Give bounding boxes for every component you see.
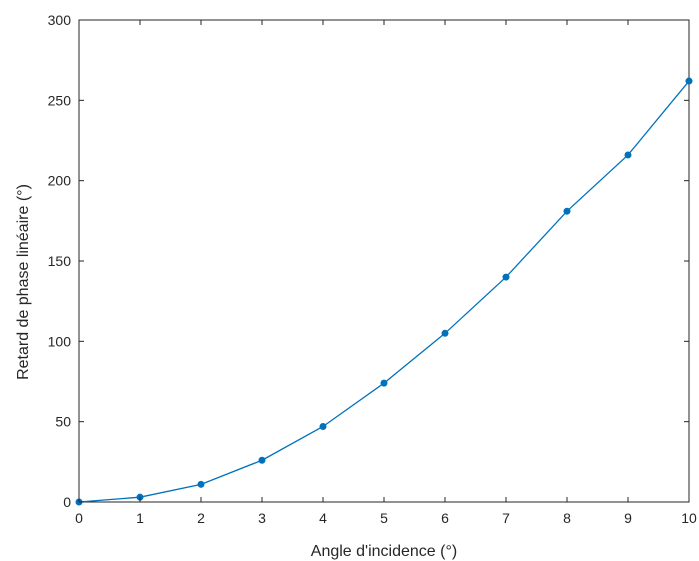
x-tick-label: 3 bbox=[258, 510, 266, 526]
data-point bbox=[380, 379, 388, 387]
x-tick-label: 2 bbox=[197, 510, 205, 526]
data-point bbox=[502, 273, 510, 281]
data-point bbox=[563, 207, 571, 215]
data-point bbox=[197, 480, 205, 488]
x-tick-label: 10 bbox=[681, 510, 697, 526]
y-tick-label: 150 bbox=[48, 253, 72, 269]
x-axis-label: Angle d'incidence (°) bbox=[311, 543, 457, 560]
y-tick-label: 0 bbox=[63, 494, 71, 510]
x-tick-label: 5 bbox=[380, 510, 388, 526]
x-tick-label: 0 bbox=[75, 510, 83, 526]
x-tick-label: 4 bbox=[319, 510, 327, 526]
y-tick-label: 50 bbox=[55, 414, 71, 430]
data-point bbox=[685, 77, 693, 85]
y-tick-label: 200 bbox=[48, 173, 72, 189]
x-tick-label: 8 bbox=[563, 510, 571, 526]
y-tick-label: 250 bbox=[48, 92, 72, 108]
x-tick-label: 1 bbox=[136, 510, 144, 526]
y-tick-label: 300 bbox=[48, 12, 72, 28]
data-point bbox=[624, 151, 632, 159]
y-tick-label: 100 bbox=[48, 333, 72, 349]
x-tick-label: 9 bbox=[624, 510, 632, 526]
x-tick-label: 7 bbox=[502, 510, 510, 526]
data-point bbox=[441, 329, 449, 337]
data-point bbox=[319, 422, 327, 430]
y-axis-label: Retard de phase linéaire (°) bbox=[15, 184, 32, 380]
x-tick-label: 6 bbox=[441, 510, 449, 526]
data-point bbox=[258, 456, 266, 464]
